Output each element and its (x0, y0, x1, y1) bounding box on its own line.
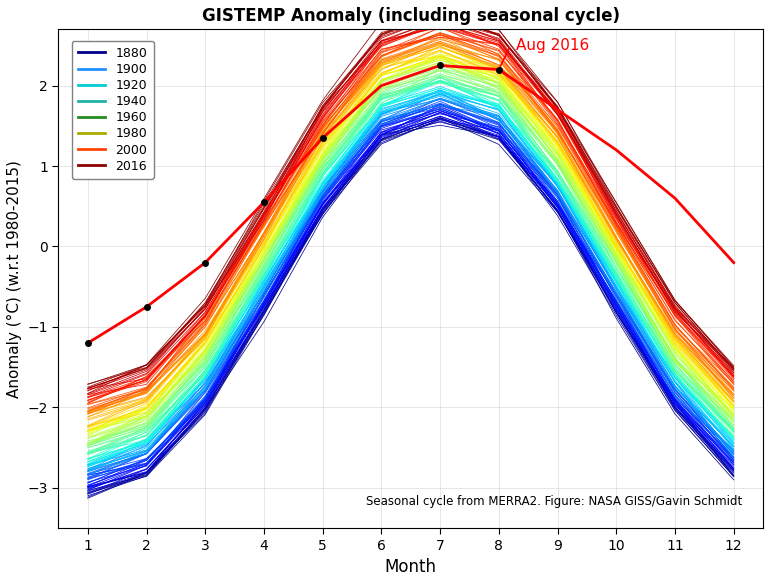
Text: Aug 2016: Aug 2016 (517, 38, 590, 53)
X-axis label: Month: Month (385, 558, 437, 576)
Title: GISTEMP Anomaly (including seasonal cycle): GISTEMP Anomaly (including seasonal cycl… (202, 7, 620, 25)
Legend: 1880, 1900, 1920, 1940, 1960, 1980, 2000, 2016: 1880, 1900, 1920, 1940, 1960, 1980, 2000… (72, 40, 153, 179)
Text: Seasonal cycle from MERRA2. Figure: NASA GISS/Gavin Schmidt: Seasonal cycle from MERRA2. Figure: NASA… (366, 495, 742, 508)
Y-axis label: Anomaly (°C) (w.r.t 1980-2015): Anomaly (°C) (w.r.t 1980-2015) (7, 160, 22, 398)
